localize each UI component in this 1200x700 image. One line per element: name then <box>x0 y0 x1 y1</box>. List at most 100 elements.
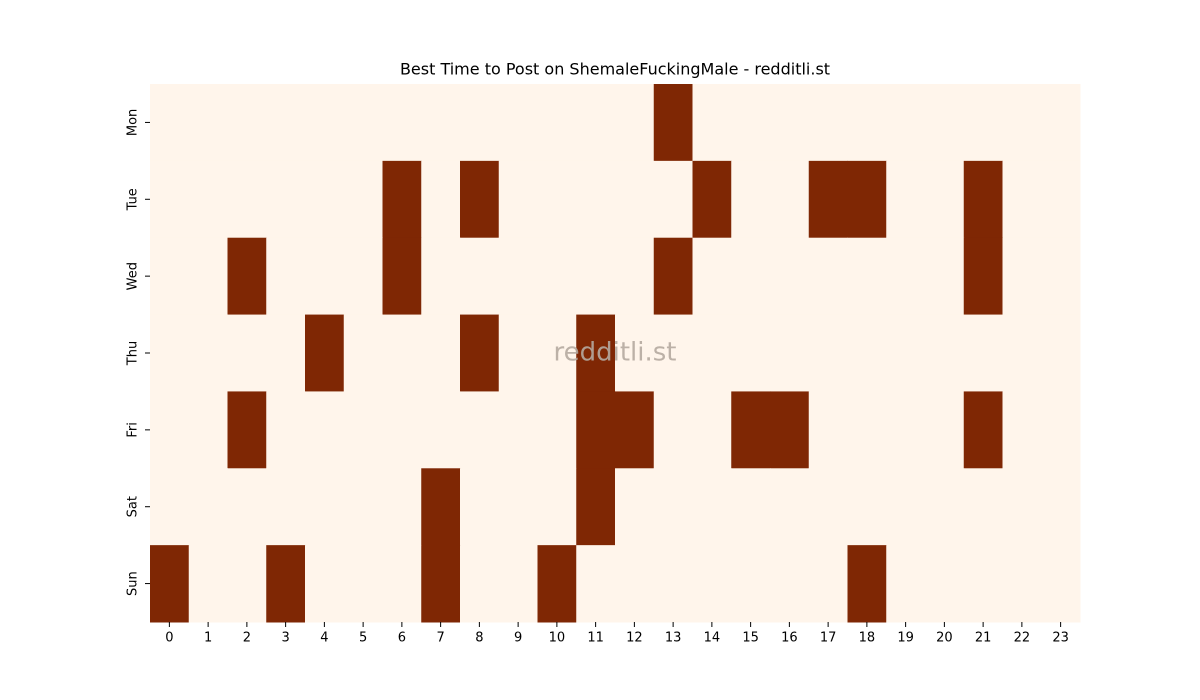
heatmap-cell <box>692 314 732 392</box>
heatmap-cell <box>421 314 461 392</box>
heatmap-cell <box>227 391 267 469</box>
y-tick-label: Fri <box>126 422 141 438</box>
heatmap-cell <box>150 314 190 392</box>
heatmap-cell <box>808 545 848 623</box>
heatmap-cell <box>615 545 655 623</box>
heatmap-cell <box>266 545 306 623</box>
heatmap-cell <box>963 468 1003 546</box>
heatmap-cell <box>498 545 538 623</box>
heatmap-cell <box>498 84 538 162</box>
heatmap-cell <box>847 314 887 392</box>
heatmap-cell <box>886 391 926 469</box>
heatmap-cell <box>886 160 926 239</box>
heatmap-cell <box>808 468 848 546</box>
heatmap-cell <box>731 468 771 546</box>
heatmap-cell <box>421 237 461 316</box>
heatmap-cell <box>808 391 848 469</box>
heatmap-cell <box>227 545 267 623</box>
heatmap-cell <box>576 314 616 392</box>
heatmap-cell <box>963 84 1003 162</box>
heatmap-cell <box>1002 314 1042 392</box>
heatmap-cell <box>188 391 228 469</box>
x-tick-label: 18 <box>859 631 876 646</box>
heatmap-cell <box>498 391 538 469</box>
heatmap-cell <box>498 237 538 316</box>
heatmap-cells <box>150 84 1081 623</box>
heatmap-cell <box>925 545 965 623</box>
heatmap-cell <box>382 160 422 239</box>
heatmap-cell <box>576 468 616 546</box>
heatmap-cell <box>925 468 965 546</box>
x-tick-label: 2 <box>243 631 251 646</box>
heatmap-cell <box>731 84 771 162</box>
heatmap-cell <box>188 545 228 623</box>
x-tick-label: 6 <box>398 631 406 646</box>
heatmap-cell <box>188 237 228 316</box>
heatmap-cell <box>343 391 383 469</box>
heatmap-cell <box>150 237 190 316</box>
heatmap-cell <box>498 314 538 392</box>
y-tick-label: Sun <box>126 571 141 596</box>
heatmap-cell <box>1002 237 1042 316</box>
x-tick-label: 13 <box>665 631 682 646</box>
heatmap-cell <box>847 160 887 239</box>
heatmap-cell <box>305 160 345 239</box>
x-tick-label: 3 <box>281 631 289 646</box>
heatmap-cell <box>421 160 461 239</box>
heatmap-cell <box>266 237 306 316</box>
heatmap-cell <box>576 237 616 316</box>
heatmap-cell <box>770 237 810 316</box>
heatmap-cell <box>188 84 228 162</box>
heatmap-cell <box>343 84 383 162</box>
heatmap-cell <box>1002 545 1042 623</box>
x-tick-label: 20 <box>936 631 953 646</box>
heatmap-cell <box>537 468 577 546</box>
heatmap-cell <box>1002 160 1042 239</box>
heatmap-cell <box>305 84 345 162</box>
heatmap-cell <box>343 160 383 239</box>
heatmap-cell <box>770 391 810 469</box>
heatmap-cell <box>537 391 577 469</box>
heatmap-cell <box>653 314 693 392</box>
heatmap-cell <box>382 84 422 162</box>
heatmap-cell <box>963 545 1003 623</box>
heatmap-cell <box>305 237 345 316</box>
x-tick-label: 4 <box>320 631 328 646</box>
heatmap-cell <box>692 237 732 316</box>
heatmap-cell <box>1041 545 1081 623</box>
heatmap-cell <box>266 468 306 546</box>
heatmap-cell <box>770 468 810 546</box>
x-tick-label: 10 <box>549 631 566 646</box>
heatmap-cell <box>1002 468 1042 546</box>
heatmap-cell <box>615 314 655 392</box>
heatmap-cell <box>886 468 926 546</box>
heatmap-cell <box>498 160 538 239</box>
heatmap-cell <box>731 160 771 239</box>
heatmap-cell <box>653 468 693 546</box>
heatmap-cell <box>1041 237 1081 316</box>
x-tick-label: 23 <box>1052 631 1069 646</box>
heatmap-cell <box>653 391 693 469</box>
x-tick-label: 0 <box>165 631 173 646</box>
heatmap-cell <box>305 545 345 623</box>
heatmap-cell <box>653 160 693 239</box>
heatmap-cell <box>343 468 383 546</box>
heatmap-cell <box>382 468 422 546</box>
heatmap-cell <box>537 160 577 239</box>
heatmap-cell <box>150 545 190 623</box>
heatmap-cell <box>576 545 616 623</box>
heatmap-cell <box>537 314 577 392</box>
heatmap-cell <box>847 237 887 316</box>
heatmap-cell <box>150 84 190 162</box>
heatmap-cell <box>886 237 926 316</box>
heatmap-cell <box>963 237 1003 316</box>
heatmap-cell <box>227 468 267 546</box>
heatmap-cell <box>925 391 965 469</box>
heatmap-cell <box>227 160 267 239</box>
heatmap-cell <box>886 545 926 623</box>
heatmap-cell <box>460 314 500 392</box>
heatmap-cell <box>343 237 383 316</box>
heatmap-cell <box>692 84 732 162</box>
heatmap-cell <box>770 84 810 162</box>
